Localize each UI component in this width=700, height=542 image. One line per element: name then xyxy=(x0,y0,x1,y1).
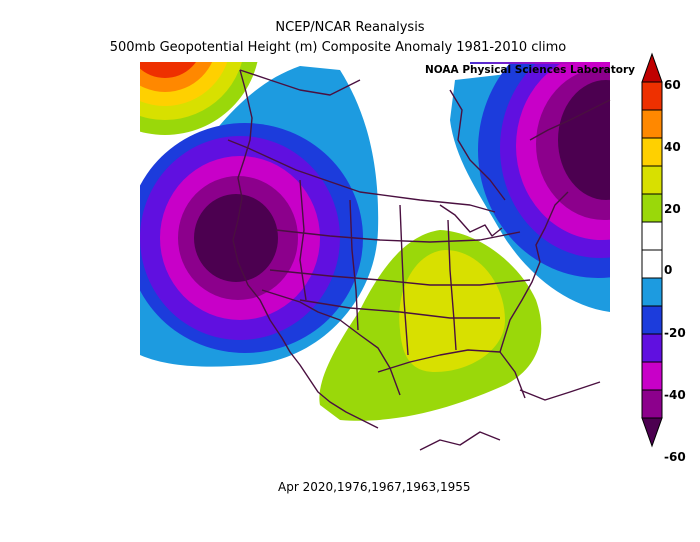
us-canada-border xyxy=(227,139,496,213)
colorbar-segment xyxy=(641,165,663,195)
trough-east xyxy=(450,62,610,312)
trough-west xyxy=(140,66,379,367)
east-coast xyxy=(499,191,569,353)
hudson-bay xyxy=(449,89,506,201)
colorbar-tick-label: 40 xyxy=(664,140,681,154)
colorbar-segment xyxy=(641,109,663,139)
us-mexico-border xyxy=(261,289,401,396)
credit-label: NOAA Physical Sciences Laboratory xyxy=(425,64,636,76)
coastlines-borders xyxy=(227,69,611,451)
ridge-northwest xyxy=(140,62,258,135)
state-line-1 xyxy=(299,179,307,301)
map-subtitle: 500mb Geopotential Height (m) Composite … xyxy=(109,40,567,55)
labrador-coast xyxy=(529,99,611,141)
map-title: NCEP/NCAR Reanalysis xyxy=(275,20,425,35)
credit-underline xyxy=(470,62,575,64)
colorbar-tick-label: 60 xyxy=(664,78,681,92)
cuba xyxy=(519,381,601,401)
canada-coast xyxy=(239,69,361,96)
colorbar-segment xyxy=(641,221,663,251)
state-line-4 xyxy=(447,219,457,351)
state-line-h2 xyxy=(269,269,531,286)
ridge-southeast xyxy=(319,230,542,421)
composite-dates: Apr 2020,1976,1967,1963,1955 xyxy=(278,480,471,494)
gulf-coast xyxy=(377,349,526,399)
colorbar-segment xyxy=(641,193,663,223)
colorbar-tick-label: -40 xyxy=(664,388,686,402)
state-line-3 xyxy=(399,204,409,356)
colorbar-tick-label: -20 xyxy=(664,326,686,340)
colorbar-segment xyxy=(641,277,663,307)
colorbar-arrow-bottom xyxy=(641,417,663,448)
colorbar-segment xyxy=(641,137,663,167)
colorbar-segment xyxy=(641,333,663,363)
colorbar-tick-label: -60 xyxy=(664,450,686,464)
west-coast xyxy=(232,69,379,429)
colorbar-segment xyxy=(641,305,663,335)
colorbar-segment xyxy=(641,81,663,111)
colorbar-segment xyxy=(641,389,663,419)
colorbar xyxy=(641,52,663,448)
colorbar-tick-label: 0 xyxy=(664,263,673,277)
state-line-2 xyxy=(349,199,359,331)
colorbar-arrow-top xyxy=(641,52,663,83)
colorbar-tick-label: 20 xyxy=(664,202,681,216)
central-america xyxy=(419,431,501,451)
state-line-h1 xyxy=(275,229,521,243)
anomaly-field xyxy=(140,62,610,421)
great-lakes xyxy=(439,204,503,237)
state-line-h3 xyxy=(299,299,500,319)
colorbar-segment xyxy=(641,249,663,279)
colorbar-segment xyxy=(641,361,663,391)
